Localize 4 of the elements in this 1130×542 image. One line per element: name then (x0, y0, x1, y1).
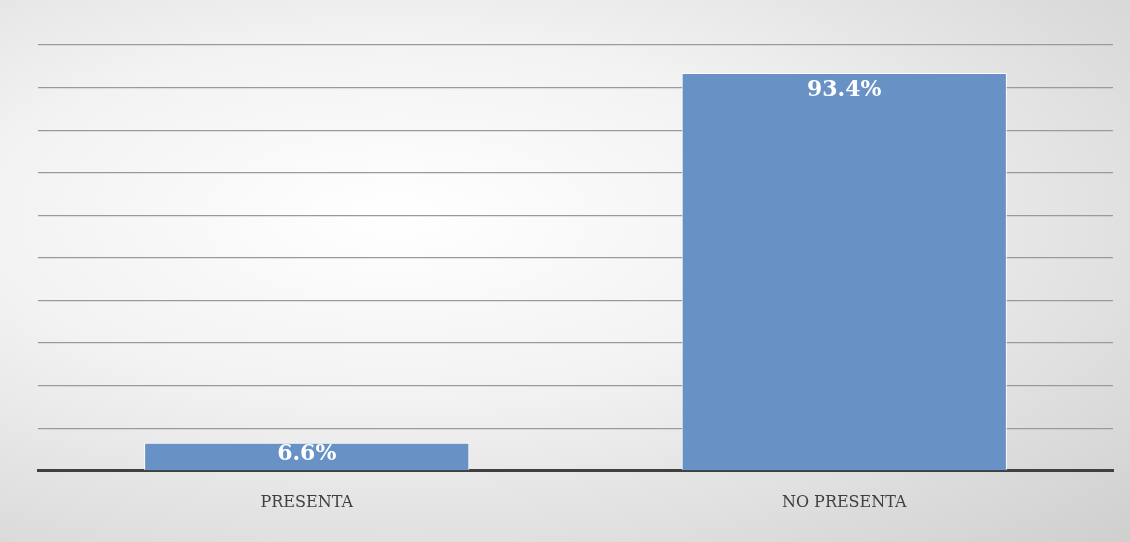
data-label: 6.6% (277, 438, 337, 465)
x-tick-label: NO PRESENTA (781, 491, 908, 511)
data-label: 93.4% (807, 74, 882, 101)
x-tick-label: PRESENTA (260, 491, 354, 511)
